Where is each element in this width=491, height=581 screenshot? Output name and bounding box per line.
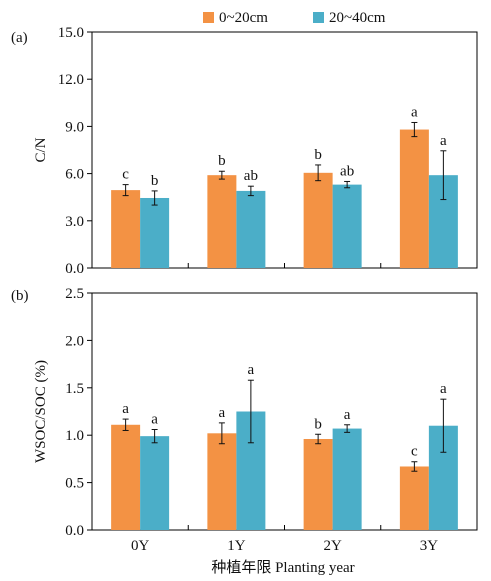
y-tick-label: 12.0 <box>58 72 84 88</box>
significance-letter: a <box>440 133 447 149</box>
y-tick-label: 0.5 <box>65 476 84 492</box>
bar <box>140 436 170 530</box>
panel-b-x-ticks <box>187 525 382 530</box>
legend-swatch-20-40cm <box>313 12 324 23</box>
error-bar <box>344 424 351 433</box>
y-tick-label: 9.0 <box>65 119 84 135</box>
panel-b-y-axis-label: WSOC/SOC (%) <box>33 360 49 463</box>
error-bar <box>151 190 158 206</box>
error-bar <box>440 398 447 453</box>
panel-a: (a) C/N 0.0 3.0 6.0 9.0 12.0 15.0 c b b ab b ab a a <box>11 25 478 277</box>
bar <box>111 424 141 530</box>
panel-b-y-ticks: 0.0 0.5 1.0 1.5 2.0 2.5 <box>65 286 92 539</box>
error-bar <box>344 180 351 189</box>
y-tick-label: 2.0 <box>65 333 84 349</box>
panel-b-label: (b) <box>11 288 29 304</box>
y-tick-label: 2.5 <box>65 286 84 302</box>
bar <box>399 129 429 268</box>
y-tick-label: 3.0 <box>65 214 84 230</box>
significance-letter: b <box>151 173 159 189</box>
legend-label-0-20cm: 0~20cm <box>219 10 268 26</box>
error-bar <box>247 379 254 444</box>
error-bar <box>440 150 447 201</box>
error-bar <box>247 185 254 197</box>
bar <box>303 438 333 530</box>
error-bar <box>315 164 322 182</box>
panel-a-label: (a) <box>11 30 28 46</box>
legend: 0~20cm 20~40cm <box>203 10 386 26</box>
error-bar <box>122 184 129 197</box>
bar <box>332 428 362 530</box>
y-tick-label: 15.0 <box>58 25 84 41</box>
y-tick-label: 6.0 <box>65 167 84 183</box>
bar <box>111 190 141 268</box>
x-tick-label: 0Y <box>131 538 150 554</box>
significance-letter: c <box>122 167 129 183</box>
legend-swatch-0-20cm <box>203 12 214 23</box>
panel-a-x-ticks <box>187 263 382 268</box>
panel-b-bars: a a a a b a c a <box>111 362 458 530</box>
y-tick-label: 1.0 <box>65 428 84 444</box>
x-tick-label: 1Y <box>227 538 246 554</box>
panel-a-y-axis-label: C/N <box>33 137 49 162</box>
significance-letter: a <box>219 405 226 421</box>
panel-a-y-ticks: 0.0 3.0 6.0 9.0 12.0 15.0 <box>58 25 92 277</box>
significance-letter: a <box>440 381 447 397</box>
error-bar <box>151 429 158 444</box>
x-axis-label: 种植年限 Planting year <box>211 559 354 576</box>
error-bar <box>411 461 418 472</box>
significance-letter: a <box>411 104 418 120</box>
error-bar <box>218 422 225 445</box>
bar <box>236 190 266 268</box>
x-tick-label: 3Y <box>420 538 439 554</box>
bar <box>303 172 333 268</box>
bar <box>399 466 429 530</box>
bar <box>207 175 237 268</box>
significance-letter: b <box>314 416 322 432</box>
significance-letter: c <box>411 444 418 460</box>
bar <box>207 433 237 530</box>
panel-b: (b) WSOC/SOC (%) 0.00.51.01.52.02.5 aa aa… <box>11 286 478 554</box>
significance-letter: b <box>218 153 226 169</box>
significance-letter: a <box>122 401 129 417</box>
significance-letter: a <box>248 362 255 378</box>
significance-letter: ab <box>340 163 354 179</box>
y-tick-label: 0.0 <box>65 523 84 539</box>
legend-label-20-40cm: 20~40cm <box>329 10 386 26</box>
bar <box>332 184 362 268</box>
error-bar <box>218 170 225 180</box>
significance-letter: a <box>151 412 158 428</box>
y-tick-label: 1.5 <box>65 381 84 397</box>
x-tick-label: 2Y <box>323 538 342 554</box>
error-bar <box>315 433 322 445</box>
error-bar <box>122 418 129 431</box>
significance-letter: ab <box>244 168 258 184</box>
error-bar <box>411 121 418 138</box>
significance-letter: b <box>314 147 322 163</box>
significance-letter: a <box>344 407 351 423</box>
y-tick-label: 0.0 <box>65 261 84 277</box>
panel-a-bars: c b b ab b ab a a <box>111 104 458 268</box>
bar <box>140 197 170 268</box>
panel-b-x-tick-labels: 0Y 1Y 2Y 3Y <box>131 538 438 554</box>
